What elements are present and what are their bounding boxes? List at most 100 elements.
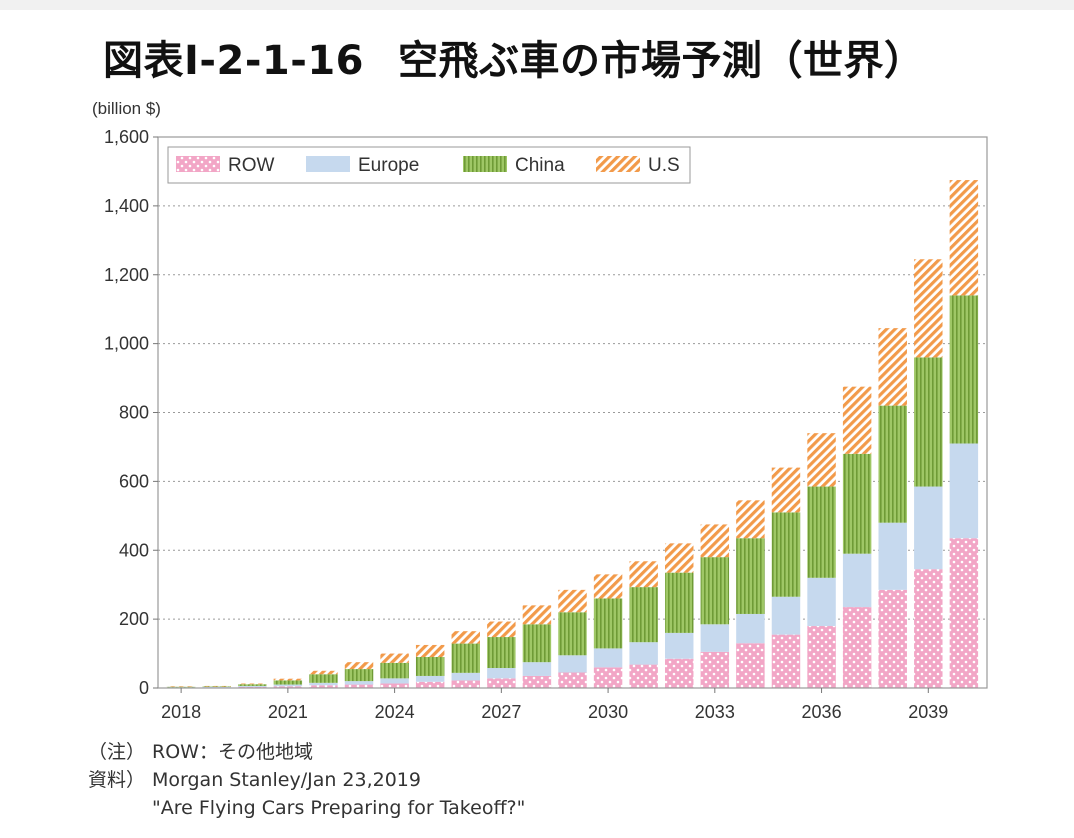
bar-row-2040	[949, 538, 979, 688]
legend-swatch-china	[463, 156, 507, 172]
legend-swatch-europe	[306, 156, 350, 172]
bar-us-2025	[415, 644, 445, 658]
bar-us-2024	[380, 653, 409, 663]
bar-row-2033	[700, 651, 730, 688]
x-tick-label: 2027	[481, 702, 521, 722]
bar-us-2019	[202, 685, 231, 687]
bar-europe-2039	[914, 486, 943, 570]
bar-china-2018	[166, 686, 196, 688]
bar-row-2031	[629, 664, 658, 688]
y-tick-label: 200	[119, 609, 149, 629]
bar-china-2030	[593, 598, 623, 649]
bar-europe-2026	[451, 672, 480, 681]
bar-china-2040	[949, 295, 979, 444]
bar-us-2031	[629, 561, 658, 588]
bar-us-2035	[771, 467, 801, 513]
bar-china-2033	[700, 557, 730, 625]
y-tick-label: 1,200	[104, 265, 149, 285]
x-tick-label: 2036	[802, 702, 842, 722]
bar-china-2027	[487, 637, 516, 669]
notes: （注） ROW：その他地域 資料） Morgan Stanley/Jan 23,20…	[88, 738, 525, 822]
chart-title: 図表I-2-1-16 空飛ぶ車の市場予測（世界）	[103, 28, 925, 86]
top-divider	[0, 0, 1074, 10]
x-tick-label: 2030	[588, 702, 628, 722]
legend-label-row: ROW	[228, 155, 275, 176]
legend-label-us: U.S	[648, 155, 680, 176]
bar-us-2040	[949, 180, 979, 296]
bar-europe-2030	[593, 648, 623, 668]
bar-china-2034	[736, 538, 765, 614]
bar-europe-2031	[629, 642, 658, 665]
bar-row-2028	[522, 675, 552, 688]
x-tick-label: 2021	[268, 702, 308, 722]
bar-europe-2028	[522, 662, 552, 676]
bar-china-2020	[238, 684, 267, 686]
bar-china-2022	[309, 674, 338, 683]
bar-china-2032	[665, 572, 694, 633]
bar-china-2029	[558, 612, 587, 656]
bar-europe-2035	[771, 596, 801, 635]
bar-china-2024	[380, 662, 409, 679]
bar-china-2031	[629, 587, 658, 643]
bar-us-2037	[842, 386, 872, 454]
bar-us-2032	[665, 543, 694, 573]
bar-china-2037	[842, 453, 872, 554]
bar-china-2038	[878, 405, 907, 523]
bar-china-2039	[914, 357, 943, 487]
bar-us-2039	[914, 259, 943, 358]
bar-row-2024	[380, 683, 409, 688]
bar-europe-2027	[487, 668, 516, 679]
y-unit-label: (billion $)	[92, 99, 161, 118]
bar-us-2020	[238, 683, 267, 685]
bar-us-2030	[593, 574, 623, 599]
bar-row-2025	[415, 681, 445, 688]
bar-china-2019	[202, 686, 231, 687]
bar-us-2036	[807, 433, 836, 487]
bar-row-2036	[807, 626, 836, 688]
bar-europe-2020	[238, 685, 267, 687]
bar-us-2023	[344, 662, 374, 670]
bar-china-2021	[273, 680, 303, 685]
bar-europe-2029	[558, 655, 587, 673]
x-tick-label: 2033	[695, 702, 735, 722]
figure-code: 図表I-2-1-16	[103, 38, 365, 84]
figure-title: 空飛ぶ車の市場予測（世界）	[398, 38, 925, 84]
bar-europe-2033	[700, 624, 730, 652]
y-tick-label: 1,400	[104, 196, 149, 216]
bar-europe-2023	[344, 681, 374, 685]
bar-europe-2032	[665, 632, 694, 659]
y-tick-label: 1,000	[104, 334, 149, 354]
bar-europe-2019	[202, 686, 231, 688]
bar-china-2035	[771, 512, 801, 597]
legend-swatch-us	[596, 156, 640, 172]
bar-row-2038	[878, 589, 907, 688]
source-line-2: "Are Flying Cars Preparing for Takeoff?"	[152, 797, 526, 819]
y-tick-label: 400	[119, 540, 149, 560]
bar-europe-2036	[807, 577, 836, 627]
legend-swatch-row	[176, 156, 220, 172]
x-tick-label: 2024	[375, 702, 415, 722]
bar-china-2036	[807, 486, 836, 578]
bar-row-2029	[558, 672, 587, 688]
bar-europe-2024	[380, 678, 409, 684]
bar-china-2023	[344, 669, 374, 682]
legend-label-europe: Europe	[358, 155, 419, 176]
bar-china-2025	[415, 657, 445, 676]
bar-europe-2025	[415, 675, 445, 682]
note-text: ROW：その他地域	[152, 741, 313, 763]
bar-us-2021	[273, 678, 303, 681]
bar-row-2023	[344, 684, 374, 688]
bar-us-2026	[451, 631, 480, 644]
note-label: （注）	[88, 741, 146, 763]
bar-china-2028	[522, 624, 552, 663]
bar-europe-2040	[949, 443, 979, 539]
bar-row-2030	[593, 667, 623, 688]
bar-row-2039	[914, 569, 943, 688]
bar-china-2026	[451, 643, 480, 673]
y-tick-label: 1,600	[104, 127, 149, 147]
bar-europe-2021	[273, 684, 303, 687]
bar-row-2022	[309, 685, 338, 688]
bar-europe-2022	[309, 682, 338, 686]
bar-us-2018	[166, 686, 196, 687]
